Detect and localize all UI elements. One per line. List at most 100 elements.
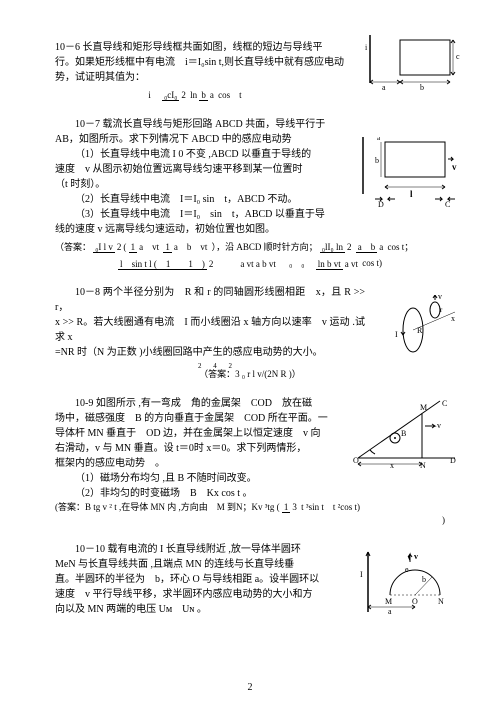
svg-text:a: a [388,607,392,616]
text: (答案：B tg v ² t ,在导体 MN 内 ,方向由 M 到N；Kv ³t… [55,502,280,512]
text: 10-9 如图所示 ,有一弯成 角的金属架 COD 放在磁 [55,396,335,411]
text: a b vt [172,242,210,252]
text: ) [55,514,445,528]
svg-text:b: b [422,575,426,584]
figure-10-9: M C O N D B v x [350,396,460,479]
text: 1 [163,242,172,253]
problem-10-10: v e b M O N I a 10－10 载有电流的 I 长直导线附近 ,放一… [55,542,445,617]
problem-text: 10－8 两个半径分别为 R 和 r 的同轴圆形线圈相距 x，且 R >> r，… [55,285,365,360]
text: （1）磁场分布均匀 ,且 B 不随时间改变。 [55,471,335,486]
superscript: 2 4 2 [198,361,237,372]
text: 1 [129,242,138,253]
svg-text:B: B [401,429,406,438]
text: 1 [188,259,193,269]
formula: i ₀cI₀2 ln ba cos t [95,89,295,103]
text: （答案： [55,242,91,252]
svg-text:a: a [382,83,386,92]
text: ₀I l v [93,242,115,253]
figure-10-10: v e b M O N I a [360,547,455,622]
svg-text:b: b [420,83,424,92]
svg-text:b: b [375,156,379,165]
text: 直。半圆环的半径为 b，环心 O 与导线相距 a。设半圆环以 [55,572,340,587]
svg-text:N: N [438,597,444,606]
text: （3）长直导线中电流 I＝I₀ sin t，ABCD 以垂直于导 [55,207,335,222]
answer-line3: l sin t l ( 1 1 )2 a vt a b vt ₀ ₀ ln b … [55,257,445,271]
text: 行。如果矩形线框中有电流 i＝I₀sin t,则长直导线中就有感应电动 [55,55,345,70]
text: i [148,90,151,100]
text: 10－7 载流长直导线与矩形回路 ABCD 共面，导线平行于 [75,119,325,130]
svg-text:a: a [377,137,381,142]
answer: 2 4 2 （答案：3 ₀ r l v/(2N R )） [55,368,445,382]
text: （2）非均匀的时变磁场 B Kx cos t 。 [55,486,335,501]
svg-text:c: c [456,52,460,61]
text: 10－6 长直导线和矩形导线框共面如图 [55,42,223,53]
text: 1 [166,259,171,269]
text: a vt [137,242,161,252]
text: a vt a b vt [240,259,276,269]
svg-text:I: I [360,570,363,579]
svg-text:D: D [450,456,456,465]
svg-text:x: x [390,461,394,470]
svg-text:N: N [420,461,426,470]
svg-text:D: D [378,200,384,209]
text: ln [190,90,197,100]
problem-10-7: a b v l D C 10－7 载流长直导线与矩形回路 ABCD 共面，导线平… [55,117,445,271]
svg-text:M: M [420,403,427,412]
svg-text:M: M [385,597,392,606]
problem-10-6: a b c i 10－6 长直导线和矩形导线框共面如图，线框的短边与导线平 行。… [55,40,445,103]
svg-text:C: C [445,200,450,209]
text: 场中，磁感强度 B 的方向垂直于金属架 COD 所在平面。一 [55,411,335,426]
text: cos t [218,90,242,100]
text: （2）长直导线中电流 I＝I₀ sin t，ABCD 不动。 [55,192,335,207]
text: 10－10 载有电流的 I 长直导线附近 ,放一导体半圆环 [55,542,340,557]
text: b [199,90,208,101]
text: ) [202,259,205,269]
figure-10-6: a b c i [365,35,460,100]
text: sin t l ( [132,259,157,269]
text: 速度 v 从图示初始位置远离导线匀速平移到某一位置时 [55,162,335,177]
text: t ³sin t t ²cos t) [301,502,360,512]
svg-text:I: I [395,330,398,339]
text: 2 [345,242,354,252]
svg-text:O: O [412,597,418,606]
text: x >> R。若大线圈通有电流 I 而小线圈沿 x 轴方向以速率 v 运动 .试… [55,315,365,345]
text: 2 [179,90,188,100]
figure-10-7: a b v l D C [355,137,460,217]
figure-10-8: v r R I x [385,295,460,365]
text: 框架内的感应电动势 。 [55,456,335,471]
text: 导体杆 MN 垂直于 OD 边，并在金属架上以恒定速度 v 向 [55,426,335,441]
text: 2 [209,259,214,269]
text: 右滑动，v 与 MN 垂直。设 t＝0时 x＝0。求下列两情形， [55,441,335,456]
answer: （答案： ₀I l v2( 1a vt 1a b vt ），沿 ABCD 顺时针… [55,241,445,255]
svg-text:v: v [437,421,441,430]
svg-text:l: l [410,189,413,199]
svg-text:v: v [414,552,418,561]
text: cos t； [387,242,413,252]
text: a [208,90,216,100]
text: 速度 v 平行导线平移，求半圆环内感应电动势的大小和方 [55,587,340,602]
svg-text:x: x [451,314,455,323]
text: 向以及 MN 两端的电压 Uᴍ Uɴ 。 [55,602,340,617]
problem-text: 10－7 载流长直导线与矩形回路 ABCD 共面，导线平行于 AB，如图所示。求… [55,117,335,237]
text: 10－8 两个半径分别为 R 和 r 的同轴圆形线圈相距 x，且 R >> r， [55,285,365,315]
svg-text:v: v [452,162,457,172]
page-number: 2 [248,680,253,695]
text: 线的速度 v 远离导线匀速运动，初始位置也如图。 [55,222,335,237]
text: a vt [343,259,360,269]
text: l [120,259,123,269]
text: a [377,242,385,252]
problem-text: 10－6 长直导线和矩形导线框共面如图，线框的短边与导线平 行。如果矩形线框中有… [55,40,345,85]
text: 3 [290,502,299,512]
text: 势，试证明其值为： [55,70,345,85]
problem-10-9: M C O N D B v x 10-9 如图所示 ,有一弯成 角的金属架 CO… [55,396,445,528]
text: ，线框的短边与导线平 [223,42,323,53]
text: ln b vt [316,259,343,270]
text: cos t) [362,258,382,268]
problem-text: 10-9 如图所示 ,有一弯成 角的金属架 COD 放在磁 场中，磁感强度 B … [55,396,335,501]
text: ），沿 ABCD 顺时针方向； [212,242,318,252]
text: （t 时刻）。 [55,177,335,192]
svg-text:i: i [365,43,368,52]
text: MeN 与长直导线共面 ,且端点 MN 的连线与长直导线垂 [55,557,340,572]
problem-text: 10－10 载有电流的 I 长直导线附近 ,放一导体半圆环 MeN 与长直导线共… [55,542,340,617]
text: （1）长直导线中电流 I 0 不变 ,ABCD 以垂直于导线的 [55,147,335,162]
